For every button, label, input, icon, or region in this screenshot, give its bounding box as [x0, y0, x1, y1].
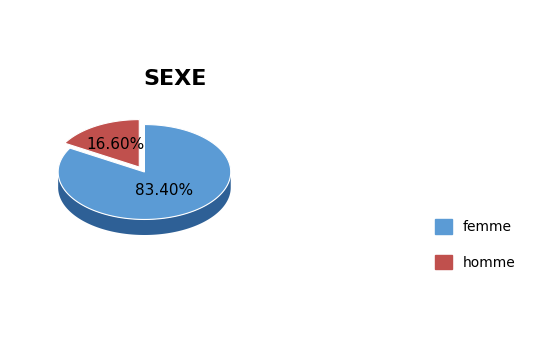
Text: 16.60%: 16.60% — [86, 137, 145, 152]
Text: 83.40%: 83.40% — [135, 183, 193, 198]
Polygon shape — [65, 120, 139, 167]
Text: SEXE: SEXE — [143, 69, 206, 89]
Legend: femme, homme: femme, homme — [430, 214, 521, 275]
Polygon shape — [58, 125, 231, 219]
Polygon shape — [58, 171, 231, 235]
